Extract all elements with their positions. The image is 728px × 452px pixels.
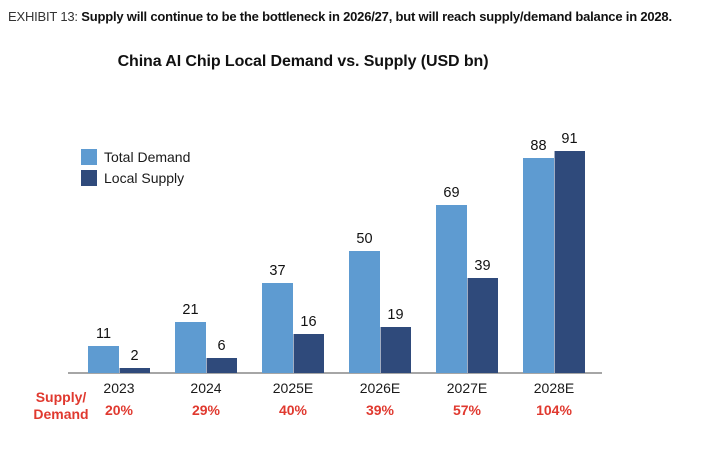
bar-value-label-total-demand-2026e: 50 <box>356 231 373 247</box>
category-label-2027e: 2027E <box>446 380 488 396</box>
ratio-label-line2: Demand <box>33 406 89 422</box>
bar-total-demand-2023 <box>88 346 119 373</box>
exhibit-label: EXHIBIT 13: <box>8 9 78 24</box>
bar-local-supply-2023 <box>119 368 150 373</box>
category-label-2028e: 2028E <box>533 380 575 396</box>
plot-area: 11 2 21 6 37 16 50 19 69 39 88 91 <box>0 131 728 374</box>
bar-local-supply-2028e <box>554 151 585 373</box>
legend-item-local-supply: Local Supply <box>81 170 190 186</box>
legend-item-total-demand: Total Demand <box>81 149 190 165</box>
bar-value-label-local-supply-2024: 6 <box>217 338 226 354</box>
legend-label-total-demand: Total Demand <box>104 149 191 165</box>
bar-total-demand-2024 <box>175 322 206 373</box>
exhibit-header: EXHIBIT 13: Supply will continue to be t… <box>8 9 724 24</box>
ratio-value-2026e: 39% <box>365 402 395 418</box>
bar-local-supply-2027e <box>467 278 498 373</box>
bar-total-demand-2027e <box>436 205 467 373</box>
bar-value-label-local-supply-2026e: 19 <box>387 307 404 323</box>
bar-value-label-total-demand-2024: 21 <box>182 302 199 318</box>
bar-value-label-total-demand-2025e: 37 <box>269 263 286 279</box>
ratio-label-line1: Supply/ <box>35 389 87 405</box>
legend-swatch-local-supply <box>81 170 97 186</box>
bar-local-supply-2026e <box>380 327 411 373</box>
supply-demand-ratio-label: Supply/ Demand <box>30 389 92 423</box>
bar-local-supply-2025e <box>293 334 324 373</box>
bar-local-supply-2024 <box>206 358 237 373</box>
bar-value-label-total-demand-2027e: 69 <box>443 185 460 201</box>
bar-value-label-local-supply-2023: 2 <box>130 348 139 364</box>
bar-value-label-local-supply-2027e: 39 <box>474 258 491 274</box>
ratio-value-2028e: 104% <box>536 402 572 418</box>
category-label-2026e: 2026E <box>359 380 401 396</box>
category-label-2024: 2024 <box>190 380 222 396</box>
ratio-value-2023: 20% <box>104 402 134 418</box>
bar-total-demand-2026e <box>349 251 380 373</box>
ratio-value-2024: 29% <box>191 402 221 418</box>
bar-value-label-local-supply-2028e: 91 <box>561 131 578 147</box>
category-label-2023: 2023 <box>103 380 135 396</box>
bar-value-label-total-demand-2028e: 88 <box>530 138 547 154</box>
exhibit-headline: Supply will continue to be the bottlenec… <box>81 9 672 24</box>
ratio-value-2025e: 40% <box>278 402 308 418</box>
category-label-2025e: 2025E <box>272 380 314 396</box>
legend-label-local-supply: Local Supply <box>104 170 185 186</box>
ratio-value-2027e: 57% <box>452 402 482 418</box>
bar-value-label-local-supply-2025e: 16 <box>300 314 317 330</box>
bar-total-demand-2028e <box>523 158 554 373</box>
chart-title: China AI Chip Local Demand vs. Supply (U… <box>117 53 489 70</box>
legend-swatch-total-demand <box>81 149 97 165</box>
bar-total-demand-2025e <box>262 283 293 373</box>
x-axis-line <box>68 372 602 374</box>
legend: Total Demand Local Supply <box>81 149 190 191</box>
bar-value-label-total-demand-2023: 11 <box>95 326 112 342</box>
